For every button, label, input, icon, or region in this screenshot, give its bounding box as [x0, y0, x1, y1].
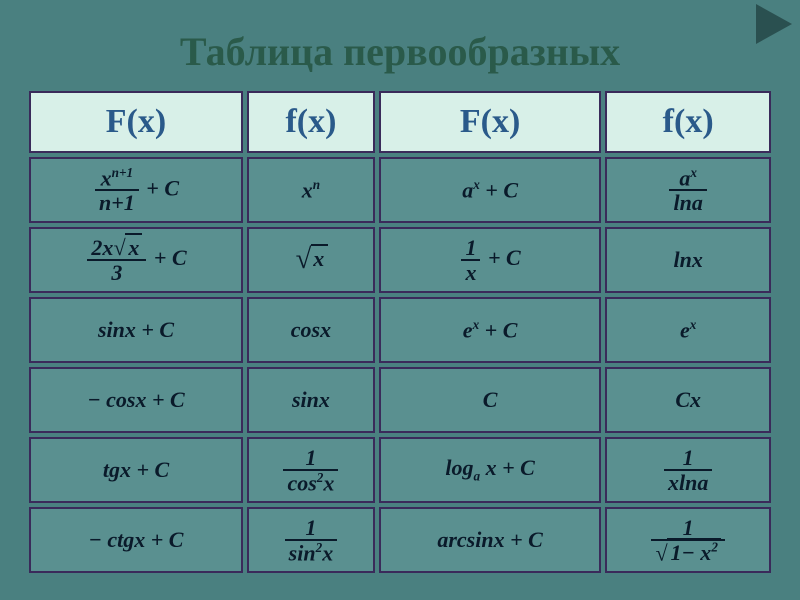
formula-cell: ax + C — [379, 157, 601, 223]
formula-cell: C — [379, 367, 601, 433]
formula-cell: xn — [247, 157, 375, 223]
col-header: F(x) — [29, 91, 243, 153]
formula-cell: arcsinx + C — [379, 507, 601, 573]
formula-cell: ex — [605, 297, 771, 363]
table-row: tgx + C1cos2xloga x + C1xlna — [29, 437, 771, 503]
formula-cell: xn+1n+1 + C — [29, 157, 243, 223]
antiderivatives-table: F(x) f(x) F(x) f(x) xn+1n+1 + Cxnax + Ca… — [25, 87, 775, 577]
formula-cell: sinx + C — [29, 297, 243, 363]
formula-cell: Cx — [605, 367, 771, 433]
formula-cell: sinx — [247, 367, 375, 433]
col-header: f(x) — [247, 91, 375, 153]
formula-cell: x — [247, 227, 375, 293]
table-row: xn+1n+1 + Cxnax + Caxlna — [29, 157, 771, 223]
table-row: 2x√x3 + Cx1x + Clnx — [29, 227, 771, 293]
table-row: − cosx + CsinxCCx — [29, 367, 771, 433]
formula-cell: cosx — [247, 297, 375, 363]
col-header: F(x) — [379, 91, 601, 153]
formula-cell: 1cos2x — [247, 437, 375, 503]
formula-cell: loga x + C — [379, 437, 601, 503]
formula-cell: 1x + C — [379, 227, 601, 293]
formula-cell: 1sin2x — [247, 507, 375, 573]
formula-cell: − ctgx + C — [29, 507, 243, 573]
formula-cell: 2x√x3 + C — [29, 227, 243, 293]
formula-cell: lnx — [605, 227, 771, 293]
formula-cell: axlna — [605, 157, 771, 223]
col-header: f(x) — [605, 91, 771, 153]
formula-cell: − cosx + C — [29, 367, 243, 433]
table-row: − ctgx + C1sin2xarcsinx + C1√1− x2 — [29, 507, 771, 573]
formula-cell: 1√1− x2 — [605, 507, 771, 573]
table-header-row: F(x) f(x) F(x) f(x) — [29, 91, 771, 153]
formula-cell: ex + C — [379, 297, 601, 363]
table-row: sinx + Ccosxex + Cex — [29, 297, 771, 363]
formula-cell: tgx + C — [29, 437, 243, 503]
formula-cell: 1xlna — [605, 437, 771, 503]
page-title: Таблица первообразных — [0, 0, 800, 87]
nav-arrow-icon[interactable] — [756, 4, 792, 44]
